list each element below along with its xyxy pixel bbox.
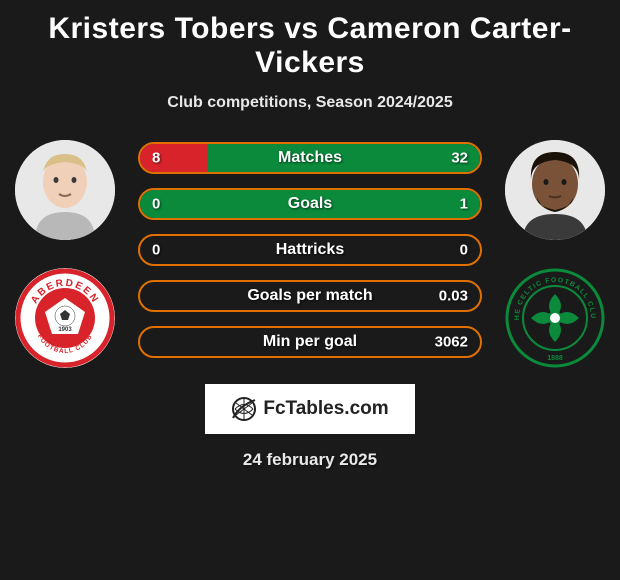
stat-row: 0 Hattricks 0 — [138, 234, 482, 266]
stat-value-right: 32 — [451, 150, 468, 167]
footer: FcTables.com 24 february 2025 — [8, 384, 612, 470]
stat-value-left: 0 — [152, 242, 160, 259]
page-title: Kristers Tobers vs Cameron Carter-Vicker… — [8, 12, 612, 80]
svg-text:1888: 1888 — [547, 355, 563, 362]
svg-text:1903: 1903 — [58, 327, 72, 333]
left-player-avatar — [15, 140, 115, 240]
right-club-badge: THE CELTIC FOOTBALL CLUB 1888 — [505, 268, 605, 368]
stat-label: Hattricks — [276, 241, 344, 259]
right-player-column: THE CELTIC FOOTBALL CLUB 1888 — [500, 140, 610, 368]
avatar-icon — [505, 140, 605, 240]
left-player-column: ABERDEEN FOOTBALL CLUB 1903 — [10, 140, 120, 368]
stat-label: Goals — [288, 195, 332, 213]
stat-row: Min per goal 3062 — [138, 326, 482, 358]
stat-value-right: 1 — [460, 196, 468, 213]
brand-text: FcTables.com — [263, 398, 388, 420]
stat-row: 0 Goals 1 — [138, 188, 482, 220]
stat-label: Min per goal — [263, 333, 357, 351]
club-badge-icon: THE CELTIC FOOTBALL CLUB 1888 — [505, 268, 605, 368]
comparison-date: 24 february 2025 — [243, 450, 377, 470]
stat-row: Goals per match 0.03 — [138, 280, 482, 312]
stat-value-right: 0 — [460, 242, 468, 259]
left-club-badge: ABERDEEN FOOTBALL CLUB 1903 — [15, 268, 115, 368]
right-player-avatar — [505, 140, 605, 240]
stat-value-right: 3062 — [435, 334, 468, 351]
stats-list: 8 Matches 32 0 Goals 1 0 Hattricks 0 Goals per ma… — [120, 140, 500, 372]
stat-value-left: 0 — [152, 196, 160, 213]
stat-fill-right — [208, 144, 480, 172]
brand-icon — [231, 396, 257, 422]
stat-value-left: 8 — [152, 150, 160, 167]
comparison-panel: ABERDEEN FOOTBALL CLUB 1903 8 Matches 32 0 G… — [8, 140, 612, 372]
stat-label: Matches — [278, 149, 342, 167]
club-badge-icon: ABERDEEN FOOTBALL CLUB 1903 — [15, 268, 115, 368]
stat-fill-left — [140, 144, 208, 172]
stat-value-right: 0.03 — [439, 288, 468, 305]
svg-text:THE CELTIC FOOTBALL CLUB: THE CELTIC FOOTBALL CLUB — [505, 268, 596, 320]
brand-box: FcTables.com — [205, 384, 415, 434]
stat-row: 8 Matches 32 — [138, 142, 482, 174]
subtitle: Club competitions, Season 2024/2025 — [8, 94, 612, 112]
avatar-icon — [15, 140, 115, 240]
stat-label: Goals per match — [247, 287, 372, 305]
